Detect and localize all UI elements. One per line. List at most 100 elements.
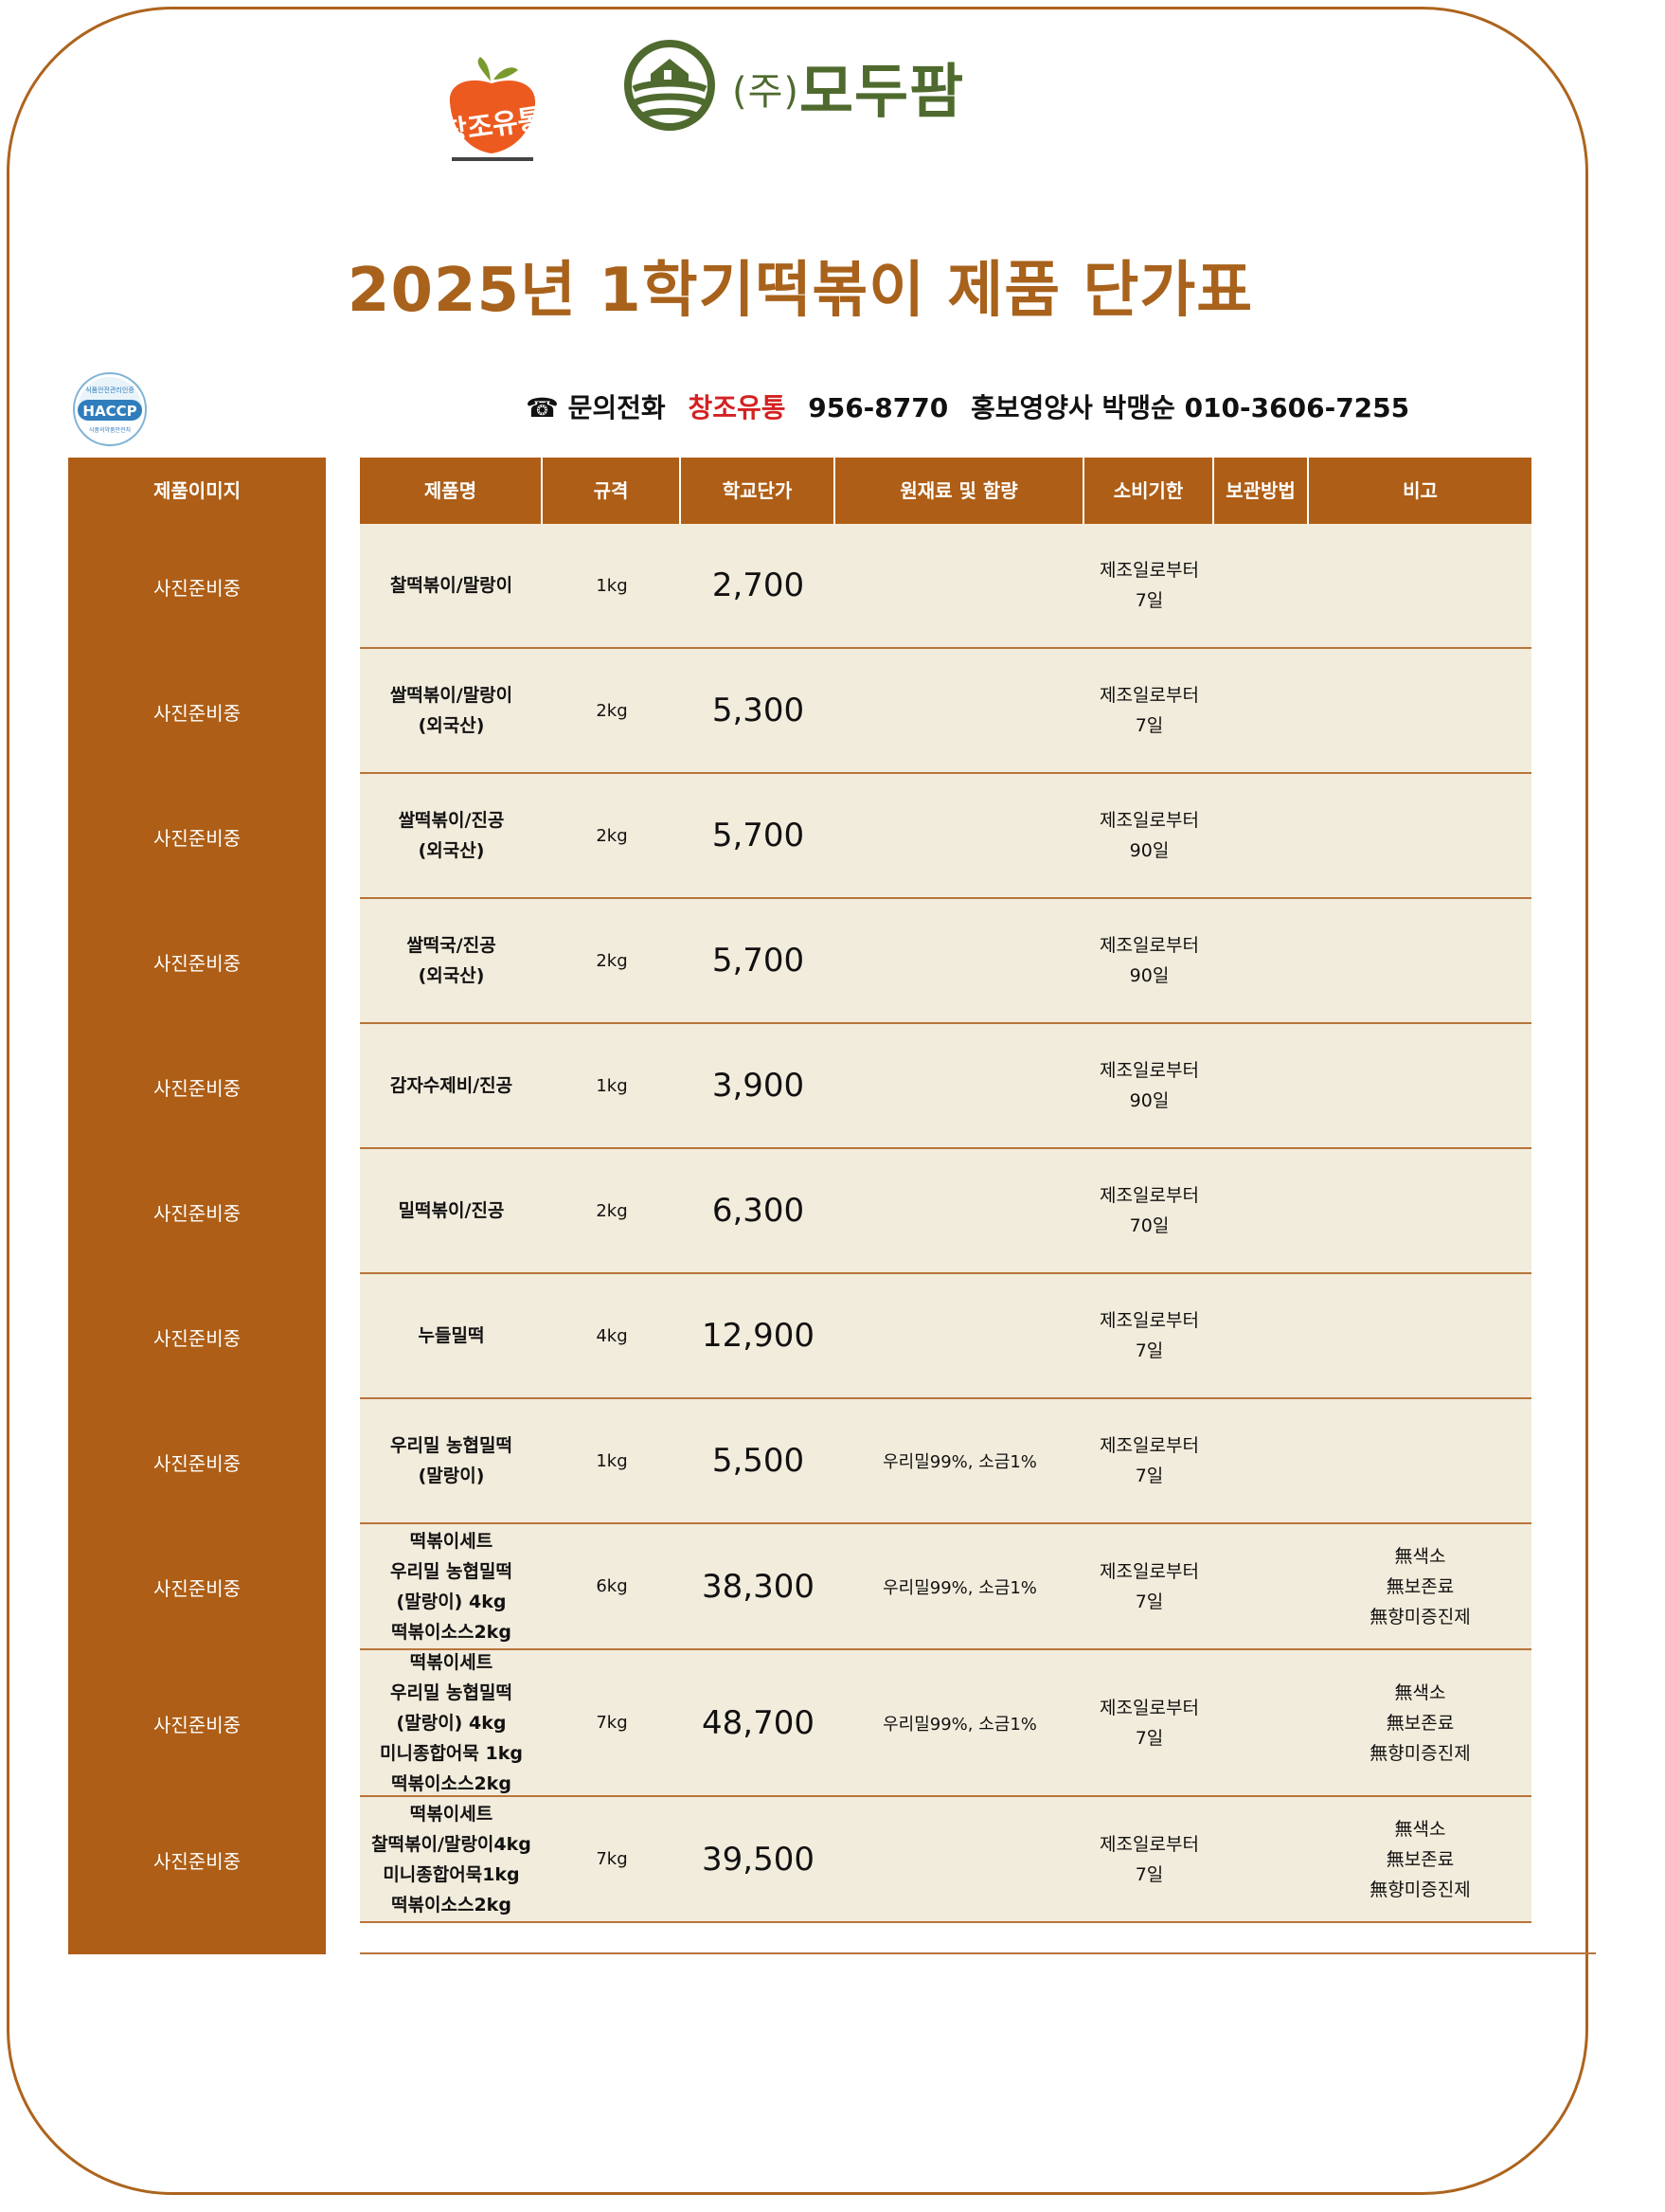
image-placeholder: 사진준비중 <box>153 1577 241 1600</box>
cell-price: 3,900 <box>711 1067 805 1105</box>
cell-spec: 1kg <box>596 575 628 596</box>
image-column-header: 제품이미지 <box>153 479 241 502</box>
modupam-prefix: (주) <box>732 70 800 114</box>
cell-spec: 7kg <box>596 1713 628 1733</box>
cell-note: 無색소 無보존료 無향미증진제 <box>1370 1681 1471 1764</box>
cell-name: 떡볶이세트 우리밀 농협밀떡 (말랑이) 4kg 떡볶이소스2kg <box>390 1530 512 1643</box>
contact-phone: 956-8770 <box>808 392 949 423</box>
cell-expiry: 제조일로부터 7일 <box>1100 560 1199 611</box>
cell-spec: 1kg <box>596 1450 628 1471</box>
cell-name: 떡볶이세트 찰떡볶이/말랑이4kg 미니종합어묵1kg 떡볶이소스2kg <box>371 1803 531 1915</box>
table-row: 떡볶이세트 우리밀 농협밀떡 (말랑이) 4kg 떡볶이소스2kg 6kg 38,3… <box>360 1524 1531 1650</box>
cell-name: 감자수제비/진공 <box>389 1075 513 1096</box>
table-row: 떡볶이세트 우리밀 농협밀떡 (말랑이) 4kg 미니종합어묵 1kg 떡볶이소… <box>360 1650 1531 1797</box>
contact-label: 문의전화 <box>567 392 666 423</box>
page-frame <box>7 7 1588 2195</box>
cell-expiry: 제조일로부터 7일 <box>1100 1560 1199 1612</box>
table-row: 우리밀 농협밀떡 (말랑이) 1kg 5,500 우리밀99%, 소금1% 제조일로부터… <box>360 1399 1531 1524</box>
image-placeholder: 사진준비중 <box>153 951 241 975</box>
cell-name: 누들밀떡 <box>418 1325 485 1346</box>
cell-spec: 6kg <box>596 1576 628 1596</box>
header-spec: 규격 <box>543 458 681 524</box>
header-ingredients: 원재료 및 함량 <box>835 458 1084 524</box>
image-placeholder: 사진준비중 <box>153 576 241 600</box>
cell-expiry: 제조일로부터 90일 <box>1100 1060 1199 1111</box>
cell-price: 38,300 <box>702 1567 815 1606</box>
cell-spec: 1kg <box>596 1075 628 1096</box>
image-column: 제품이미지 사진준비중 사진준비중 사진준비중 사진준비중 사진준비중 사진준비중 사진준비… <box>68 458 326 1954</box>
cell-spec: 2kg <box>596 950 628 971</box>
changjo-logo: 창조유통 <box>431 55 554 167</box>
cell-ingredients: 우리밀99%, 소금1% <box>883 1452 1037 1472</box>
table-row: 쌀떡볶이/진공 (외국산) 2kg 5,700 제조일로부터 90일 <box>360 774 1531 899</box>
contact-rep: 홍보영양사 박맹순 <box>970 392 1175 423</box>
haccp-bottom-text: 식품의약품안전처 <box>89 426 131 434</box>
cell-expiry: 제조일로부터 90일 <box>1100 935 1199 986</box>
cell-name: 찰떡볶이/말랑이 <box>389 575 513 596</box>
cell-name: 쌀떡국/진공 (외국산) <box>406 935 496 986</box>
cell-price: 6,300 <box>711 1192 805 1230</box>
contact-line: ☎ 문의전화 창조유통 956-8770 홍보영양사 박맹순 010-3606-… <box>526 387 1409 425</box>
cell-price: 5,700 <box>711 942 805 980</box>
cell-expiry: 제조일로부터 90일 <box>1100 810 1199 861</box>
page-title: 2025년 1학기떡볶이 제품 단가표 <box>347 256 1254 326</box>
image-placeholder: 사진준비중 <box>153 1201 241 1225</box>
image-placeholder: 사진준비중 <box>153 1451 241 1475</box>
table-header: 제품명 규격 학교단가 원재료 및 함량 소비기한 보관방법 비고 <box>360 458 1531 524</box>
cell-ingredients: 우리밀99%, 소금1% <box>883 1577 1037 1598</box>
header-storage: 보관방법 <box>1214 458 1309 524</box>
table-row: 찰떡볶이/말랑이 1kg 2,700 제조일로부터 7일 <box>360 524 1531 649</box>
cell-expiry: 제조일로부터 7일 <box>1100 685 1199 736</box>
table-row: 누들밀떡 4kg 12,900 제조일로부터 7일 <box>360 1274 1531 1399</box>
cell-name: 떡볶이세트 우리밀 농협밀떡 (말랑이) 4kg 미니종합어묵 1kg 떡볶이소… <box>380 1651 523 1794</box>
table-row: 쌀떡볶이/말랑이 (외국산) 2kg 5,300 제조일로부터 7일 <box>360 649 1531 774</box>
cell-price: 12,900 <box>702 1317 815 1355</box>
table-row: 쌀떡국/진공 (외국산) 2kg 5,700 제조일로부터 90일 <box>360 899 1531 1024</box>
phone-icon: ☎ <box>526 392 559 423</box>
table-row: 떡볶이세트 찰떡볶이/말랑이4kg 미니종합어묵1kg 떡볶이소스2kg 7kg 3… <box>360 1797 1531 1923</box>
cell-price: 2,700 <box>711 566 805 604</box>
cell-note: 無색소 無보존료 無향미증진제 <box>1370 1818 1471 1900</box>
header-name: 제품명 <box>360 458 543 524</box>
cell-spec: 4kg <box>596 1325 628 1346</box>
haccp-badge: HACCP 식품안전관리인증 식품의약품안전처 <box>72 371 148 447</box>
header-note: 비고 <box>1403 479 1438 502</box>
image-placeholder: 사진준비중 <box>153 1076 241 1100</box>
modupam-logo-text: 모두팜 <box>799 57 965 126</box>
cell-spec: 7kg <box>596 1849 628 1869</box>
cell-expiry: 제조일로부터 70일 <box>1100 1185 1199 1236</box>
table-row: 감자수제비/진공 1kg 3,900 제조일로부터 90일 <box>360 1024 1531 1149</box>
haccp-text: HACCP <box>82 403 136 420</box>
cell-expiry: 제조일로부터 7일 <box>1100 1310 1199 1361</box>
cell-note: 無색소 無보존료 無향미증진제 <box>1370 1545 1471 1628</box>
cell-expiry: 제조일로부터 7일 <box>1100 1435 1199 1486</box>
cell-name: 쌀떡볶이/말랑이 (외국산) <box>389 685 513 736</box>
cell-price: 39,500 <box>702 1840 815 1879</box>
cell-expiry: 제조일로부터 7일 <box>1100 1697 1199 1749</box>
header-expiry: 소비기한 <box>1084 458 1214 524</box>
contact-rep-phone: 010-3606-7255 <box>1184 392 1410 423</box>
cell-price: 5,500 <box>711 1442 805 1480</box>
cell-name: 밀떡볶이/진공 <box>398 1200 505 1221</box>
cell-name: 우리밀 농협밀떡 (말랑이) <box>390 1435 512 1486</box>
haccp-top-text: 식품안전관리인증 <box>85 386 134 394</box>
table-bottom-line <box>360 1952 1596 1954</box>
cell-price: 5,300 <box>711 692 805 729</box>
cell-price: 48,700 <box>702 1703 815 1742</box>
image-placeholder: 사진준비중 <box>153 701 241 725</box>
cell-name: 쌀떡볶이/진공 (외국산) <box>398 810 505 861</box>
contact-company: 창조유통 <box>688 392 786 423</box>
image-placeholder: 사진준비중 <box>153 1326 241 1350</box>
cell-spec: 2kg <box>596 1200 628 1221</box>
cell-spec: 2kg <box>596 825 628 846</box>
cell-spec: 2kg <box>596 700 628 721</box>
image-placeholder: 사진준비중 <box>153 826 241 850</box>
cell-ingredients: 우리밀99%, 소금1% <box>883 1714 1037 1735</box>
image-placeholder: 사진준비중 <box>153 1850 241 1873</box>
header-price: 학교단가 <box>681 458 835 524</box>
cell-price: 5,700 <box>711 817 805 854</box>
image-placeholder: 사진준비중 <box>153 1714 241 1736</box>
cell-expiry: 제조일로부터 7일 <box>1100 1833 1199 1885</box>
table-row: 밀떡볶이/진공 2kg 6,300 제조일로부터 70일 <box>360 1149 1531 1274</box>
modupam-logo: (주)모두팜 <box>620 36 963 135</box>
